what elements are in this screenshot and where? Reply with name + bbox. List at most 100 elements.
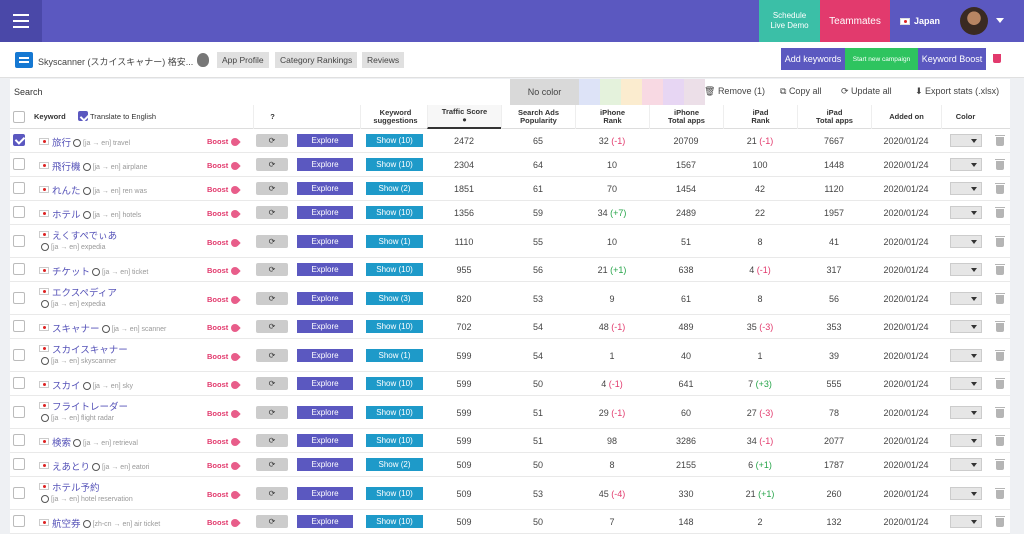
trash-icon[interactable] [995, 488, 1005, 499]
show-suggestions-button[interactable]: Show (10) [366, 377, 423, 390]
show-suggestions-button[interactable]: Show (10) [366, 406, 423, 419]
color-select[interactable] [950, 235, 982, 248]
color-swatch[interactable] [663, 79, 684, 105]
app-profile-button[interactable]: App Profile [217, 52, 269, 68]
explore-button[interactable]: Explore [297, 235, 353, 248]
boost-link[interactable]: Boost [207, 351, 241, 363]
trash-icon[interactable] [995, 236, 1005, 247]
no-color-filter[interactable]: No color [510, 79, 579, 105]
row-checkbox[interactable] [13, 406, 25, 418]
show-suggestions-button[interactable]: Show (10) [366, 206, 423, 219]
color-swatch[interactable] [579, 79, 600, 105]
keyword-text[interactable]: スキャナー [ja → en] scanner [52, 321, 166, 335]
row-checkbox[interactable] [13, 434, 25, 446]
delete-app-icon[interactable] [993, 54, 1001, 63]
header-ipad-rank[interactable]: iPad Rank [723, 105, 797, 129]
boost-link[interactable]: Boost [207, 184, 241, 196]
color-select[interactable] [950, 377, 982, 390]
show-suggestions-button[interactable]: Show (3) [366, 292, 423, 305]
keyword-text[interactable]: ホテル [ja → en] hotels [52, 207, 141, 221]
row-checkbox[interactable] [13, 206, 25, 218]
color-select[interactable] [950, 182, 982, 195]
boost-link[interactable]: Boost [207, 489, 241, 501]
explore-button[interactable]: Explore [297, 182, 353, 195]
header-ipad-total[interactable]: iPad Total apps [797, 105, 871, 129]
trash-icon[interactable] [995, 183, 1005, 194]
explore-button[interactable]: Explore [297, 377, 353, 390]
explore-button[interactable]: Explore [297, 515, 353, 528]
row-checkbox[interactable] [13, 515, 25, 527]
keyword-text[interactable]: れんた [ja → en] ren was [52, 183, 147, 197]
color-select[interactable] [950, 206, 982, 219]
explore-button[interactable]: Explore [297, 263, 353, 276]
keyword-text[interactable]: 旅行 [ja → en] travel [52, 135, 130, 149]
header-iphone-rank[interactable]: iPhone Rank [575, 105, 649, 129]
color-select[interactable] [950, 349, 982, 362]
show-suggestions-button[interactable]: Show (2) [366, 182, 423, 195]
select-all-checkbox[interactable] [13, 111, 25, 123]
header-traffic-score[interactable]: Traffic Score ● [427, 105, 501, 129]
boost-link[interactable]: Boost [207, 208, 241, 220]
app-name[interactable]: Skyscanner (スカイスキャナー) 格安... [38, 57, 194, 67]
keyword-text[interactable]: スカイ [ja → en] sky [52, 378, 133, 392]
row-checkbox[interactable] [13, 377, 25, 389]
boost-link[interactable]: Boost [207, 265, 241, 277]
row-checkbox[interactable] [13, 158, 25, 170]
keyword-boost-button[interactable]: Keyword Boost [918, 48, 986, 70]
trash-icon[interactable] [995, 435, 1005, 446]
boost-link[interactable]: Boost [207, 322, 241, 334]
explore-button[interactable]: Explore [297, 487, 353, 500]
chevron-down-icon[interactable] [996, 18, 1004, 23]
refresh-button[interactable]: ⟳ [256, 487, 288, 500]
color-select[interactable] [950, 158, 982, 171]
keyword-text[interactable]: 検索 [ja → en] retrieval [52, 435, 138, 449]
refresh-button[interactable]: ⟳ [256, 158, 288, 171]
show-suggestions-button[interactable]: Show (10) [366, 434, 423, 447]
menu-icon[interactable] [0, 0, 42, 42]
keyword-text[interactable]: ホテル予約 [52, 480, 100, 494]
avatar[interactable] [960, 7, 988, 35]
explore-button[interactable]: Explore [297, 406, 353, 419]
show-suggestions-button[interactable]: Show (1) [366, 235, 423, 248]
country-selector[interactable]: Japan [890, 0, 950, 42]
boost-link[interactable]: Boost [207, 517, 241, 529]
explore-button[interactable]: Explore [297, 320, 353, 333]
refresh-button[interactable]: ⟳ [256, 182, 288, 195]
row-checkbox[interactable] [13, 320, 25, 332]
boost-link[interactable]: Boost [207, 294, 241, 306]
refresh-button[interactable]: ⟳ [256, 292, 288, 305]
trash-icon[interactable] [995, 321, 1005, 332]
row-checkbox[interactable] [13, 182, 25, 194]
boost-link[interactable]: Boost [207, 436, 241, 448]
color-select[interactable] [950, 515, 982, 528]
color-swatch[interactable] [684, 79, 705, 105]
schedule-demo-button[interactable]: Schedule Live Demo [759, 0, 820, 42]
trash-icon[interactable] [995, 159, 1005, 170]
refresh-button[interactable]: ⟳ [256, 434, 288, 447]
color-select[interactable] [950, 434, 982, 447]
reviews-button[interactable]: Reviews [362, 52, 405, 68]
show-suggestions-button[interactable]: Show (10) [366, 158, 423, 171]
keyword-text[interactable]: エクスペディア [52, 285, 117, 299]
explore-button[interactable]: Explore [297, 458, 353, 471]
color-select[interactable] [950, 263, 982, 276]
refresh-button[interactable]: ⟳ [256, 320, 288, 333]
refresh-button[interactable]: ⟳ [256, 134, 288, 147]
keyword-text[interactable]: えあとり [ja → en] eatori [52, 459, 149, 473]
color-select[interactable] [950, 292, 982, 305]
keyword-text[interactable]: スカイスキャナー [52, 342, 128, 356]
keyword-text[interactable]: チケット [ja → en] ticket [52, 264, 148, 278]
row-checkbox[interactable] [13, 349, 25, 361]
row-checkbox[interactable] [13, 487, 25, 499]
update-all-button[interactable]: ⟳ Update all [841, 86, 892, 96]
translate-checkbox[interactable] [78, 111, 88, 121]
header-keyword[interactable]: Keyword [34, 112, 66, 121]
search-input[interactable]: Search [14, 87, 43, 97]
add-keywords-button[interactable]: Add keywords [781, 48, 845, 70]
category-rankings-button[interactable]: Category Rankings [275, 52, 358, 68]
header-search-ads[interactable]: Search Ads Popularity [501, 105, 575, 129]
row-checkbox[interactable] [13, 292, 25, 304]
trash-icon[interactable] [995, 407, 1005, 418]
row-checkbox[interactable] [13, 263, 25, 275]
refresh-button[interactable]: ⟳ [256, 458, 288, 471]
